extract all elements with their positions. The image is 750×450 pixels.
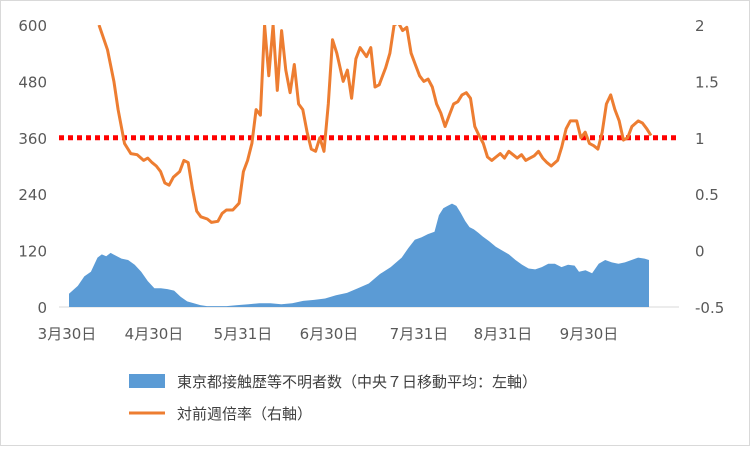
x-axis-tick-label: 6月30日	[300, 325, 359, 343]
area-series-path	[69, 203, 649, 307]
left-axis-tick-label: 0	[37, 299, 47, 317]
left-axis-tick-label: 600	[18, 17, 47, 35]
x-axis-tick-label: 5月31日	[214, 325, 273, 343]
right-axis-tick-label: 1	[695, 130, 705, 148]
left-axis-tick-label: 360	[18, 130, 47, 148]
left-axis-tick-label: 240	[18, 186, 47, 204]
x-axis-tick-label: 4月30日	[125, 325, 184, 343]
legend-label-area: 東京都接触歴等不明者数（中央７日移動平均：左軸）	[177, 373, 537, 391]
line-series-path	[97, 25, 653, 224]
legend-swatch-area	[129, 374, 165, 388]
x-axis-tick-label: 7月31日	[390, 325, 449, 343]
right-axis-tick-label: 0	[695, 243, 705, 261]
x-axis-tick-label: 8月31日	[474, 325, 533, 343]
right-axis: -0.5 0 0.5 1 1.5 2	[695, 17, 724, 317]
right-axis-tick-label: -0.5	[695, 299, 724, 317]
legend: 東京都接触歴等不明者数（中央７日移動平均：左軸） 対前週倍率（右軸）	[129, 373, 537, 423]
x-axis: 3月30日 4月30日 5月31日 6月30日 7月31日 8月31日 9月30日	[38, 325, 619, 343]
line-series-layer	[97, 25, 653, 224]
right-axis-tick-label: 1.5	[695, 73, 719, 91]
legend-label-line: 対前週倍率（右軸）	[177, 405, 312, 423]
area-series-layer	[69, 203, 649, 307]
left-axis-tick-label: 480	[18, 73, 47, 91]
left-axis-tick-label: 120	[18, 243, 47, 261]
x-axis-tick-label: 9月30日	[560, 325, 619, 343]
left-axis: 0 120 240 360 480 600	[18, 17, 47, 317]
right-axis-tick-label: 0.5	[695, 186, 719, 204]
x-axis-tick-label: 3月30日	[38, 325, 97, 343]
right-axis-tick-label: 2	[695, 17, 705, 35]
